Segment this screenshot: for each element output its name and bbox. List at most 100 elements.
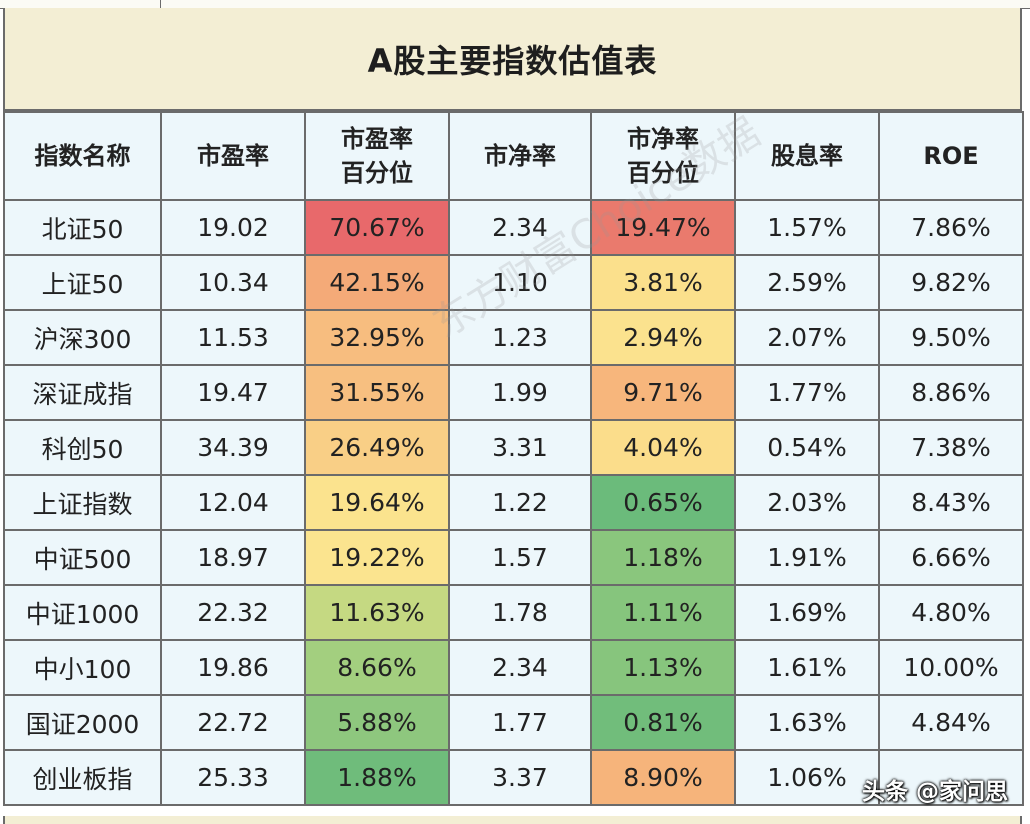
pb-cell: 1.78 (448, 584, 592, 641)
table-row: 北证50 19.02 70.67% 2.34 19.47% 1.57% 7.86% (3, 199, 1024, 256)
dividend-yield-cell: 1.63% (734, 694, 880, 751)
table-row: 上证指数 12.04 19.64% 1.22 0.65% 2.03% 8.43% (3, 474, 1024, 531)
pe-cell: 22.32 (160, 584, 306, 641)
pb-cell: 1.77 (448, 694, 592, 751)
pb-percentile-cell: 1.11% (590, 584, 736, 641)
pb-cell: 1.99 (448, 364, 592, 421)
column-header-text: ROE (923, 142, 979, 170)
pe-percentile-cell: 31.55% (304, 364, 450, 421)
pb-percentile-cell: 4.04% (590, 419, 736, 476)
column-header: 市净率 (448, 111, 592, 201)
roe-cell: 7.86% (878, 199, 1024, 256)
pb-percentile-cell: 9.71% (590, 364, 736, 421)
pe-percentile-cell: 26.49% (304, 419, 450, 476)
header-row: 指数名称 市盈率 市盈率 百分位 市净率 市净率 百分位 股息率 ROE (3, 111, 1024, 201)
source-credit: 头条 @家问思 (861, 779, 1008, 805)
pb-percentile-cell: 2.94% (590, 309, 736, 366)
roe-cell: 9.82% (878, 254, 1024, 311)
dividend-yield-cell: 1.69% (734, 584, 880, 641)
pe-percentile-cell: 19.22% (304, 529, 450, 586)
roe-cell (878, 749, 1024, 806)
pe-cell: 11.53 (160, 309, 306, 366)
table-row: 深证成指 19.47 31.55% 1.99 9.71% 1.77% 8.86% (3, 364, 1024, 421)
pb-cell: 1.22 (448, 474, 592, 531)
table-row: 科创50 34.39 26.49% 3.31 4.04% 0.54% 7.38% (3, 419, 1024, 476)
column-header: 市盈率 (160, 111, 306, 201)
pe-percentile-cell: 1.88% (304, 749, 450, 806)
dividend-yield-cell: 1.57% (734, 199, 880, 256)
roe-cell: 4.80% (878, 584, 1024, 641)
pe-percentile-cell: 70.67% (304, 199, 450, 256)
table-row: 沪深300 11.53 32.95% 1.23 2.94% 2.07% 9.50% (3, 309, 1024, 366)
roe-cell: 6.66% (878, 529, 1024, 586)
table-row: 中证500 18.97 19.22% 1.57 1.18% 1.91% 6.66% (3, 529, 1024, 586)
column-header-text: 市净率 (627, 125, 699, 153)
pb-cell: 1.57 (448, 529, 592, 586)
table-body: 北证50 19.02 70.67% 2.34 19.47% 1.57% 7.86% 上证50 1… (3, 199, 1024, 806)
pe-cell: 34.39 (160, 419, 306, 476)
pb-cell: 1.23 (448, 309, 592, 366)
pe-cell: 19.02 (160, 199, 306, 256)
pb-percentile-cell: 19.47% (590, 199, 736, 256)
table-title-bar: A股主要指数估值表 (3, 8, 1022, 111)
index-name-cell: 上证50 (3, 254, 162, 311)
index-name-cell: 深证成指 (3, 364, 162, 421)
dividend-yield-cell: 1.61% (734, 639, 880, 696)
pe-cell: 19.47 (160, 364, 306, 421)
index-name-cell: 中小100 (3, 639, 162, 696)
column-header-text: 股息率 (771, 142, 843, 170)
table-row: 国证2000 22.72 5.88% 1.77 0.81% 1.63% 4.84% (3, 694, 1024, 751)
pb-percentile-cell: 3.81% (590, 254, 736, 311)
pe-cell: 25.33 (160, 749, 306, 806)
index-name-cell: 中证1000 (3, 584, 162, 641)
table-row: 创业板指 25.33 1.88% 3.37 8.90% 1.06% (3, 749, 1024, 806)
index-name-cell: 科创50 (3, 419, 162, 476)
column-header: 指数名称 (3, 111, 162, 201)
roe-cell: 9.50% (878, 309, 1024, 366)
index-name-cell: 中证500 (3, 529, 162, 586)
column-header: 市盈率 百分位 (304, 111, 450, 201)
dividend-yield-cell: 1.06% (734, 749, 880, 806)
pe-cell: 19.86 (160, 639, 306, 696)
valuation-table: 指数名称 市盈率 市盈率 百分位 市净率 市净率 百分位 股息率 ROE 北证50 19.02 70… (3, 111, 1024, 806)
column-tick (160, 0, 161, 8)
pb-cell: 1.10 (448, 254, 592, 311)
pe-percentile-cell: 32.95% (304, 309, 450, 366)
index-name-cell: 创业板指 (3, 749, 162, 806)
pb-percentile-cell: 1.13% (590, 639, 736, 696)
pe-percentile-cell: 5.88% (304, 694, 450, 751)
column-header-text: 市盈率 (341, 125, 413, 153)
dividend-yield-cell: 2.03% (734, 474, 880, 531)
index-name-cell: 上证指数 (3, 474, 162, 531)
pe-cell: 18.97 (160, 529, 306, 586)
dividend-yield-cell: 2.59% (734, 254, 880, 311)
pe-cell: 10.34 (160, 254, 306, 311)
roe-cell: 8.86% (878, 364, 1024, 421)
table-row: 中小100 19.86 8.66% 2.34 1.13% 1.61% 10.00% (3, 639, 1024, 696)
dividend-yield-cell: 1.77% (734, 364, 880, 421)
roe-cell: 4.84% (878, 694, 1024, 751)
pb-percentile-cell: 0.65% (590, 474, 736, 531)
index-name-cell: 沪深300 (3, 309, 162, 366)
column-header: ROE (878, 111, 1024, 201)
index-name-cell: 国证2000 (3, 694, 162, 751)
pb-cell: 3.37 (448, 749, 592, 806)
column-header-text: 百分位 (627, 159, 699, 187)
table-title: A股主要指数估值表 (367, 41, 658, 80)
dividend-yield-cell: 2.07% (734, 309, 880, 366)
column-header-text: 市净率 (484, 142, 556, 170)
pb-percentile-cell: 1.18% (590, 529, 736, 586)
column-header: 股息率 (734, 111, 880, 201)
pe-cell: 12.04 (160, 474, 306, 531)
column-header-text: 市盈率 (197, 142, 269, 170)
pb-percentile-cell: 8.90% (590, 749, 736, 806)
roe-cell: 8.43% (878, 474, 1024, 531)
roe-cell: 7.38% (878, 419, 1024, 476)
pb-cell: 2.34 (448, 199, 592, 256)
dividend-yield-cell: 1.91% (734, 529, 880, 586)
column-header: 市净率 百分位 (590, 111, 736, 201)
roe-cell: 10.00% (878, 639, 1024, 696)
pb-cell: 2.34 (448, 639, 592, 696)
column-header-text: 百分位 (341, 159, 413, 187)
table-footer-strip (3, 816, 1022, 824)
